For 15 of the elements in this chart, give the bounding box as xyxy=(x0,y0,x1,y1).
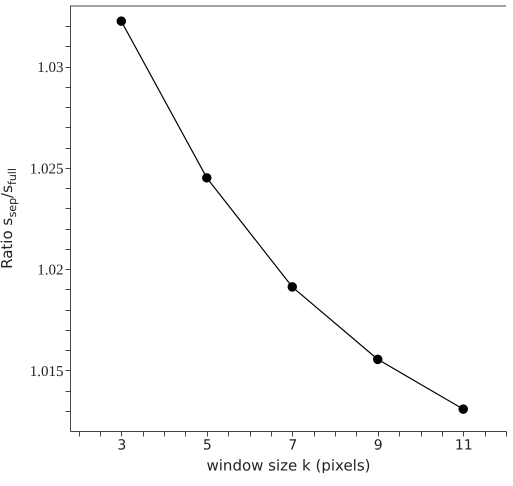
y-axis-title: Ratio ssep/sfull xyxy=(0,168,19,269)
x-tick-label: 3 xyxy=(117,438,126,454)
x-tick-label: 5 xyxy=(202,438,212,454)
y-tick-label: 1.015 xyxy=(30,364,64,380)
point xyxy=(202,173,212,183)
point xyxy=(373,354,383,364)
point xyxy=(116,16,126,26)
x-tick-label: 11 xyxy=(454,438,473,454)
y-tick-label: 1.03 xyxy=(37,60,64,76)
x-tick-label: 7 xyxy=(288,438,298,454)
y-tick-label: 1.025 xyxy=(30,161,64,178)
x-tick-label: 9 xyxy=(374,438,383,454)
y-tick-label: 1.02 xyxy=(37,262,64,279)
point xyxy=(458,404,468,414)
point xyxy=(288,282,298,292)
